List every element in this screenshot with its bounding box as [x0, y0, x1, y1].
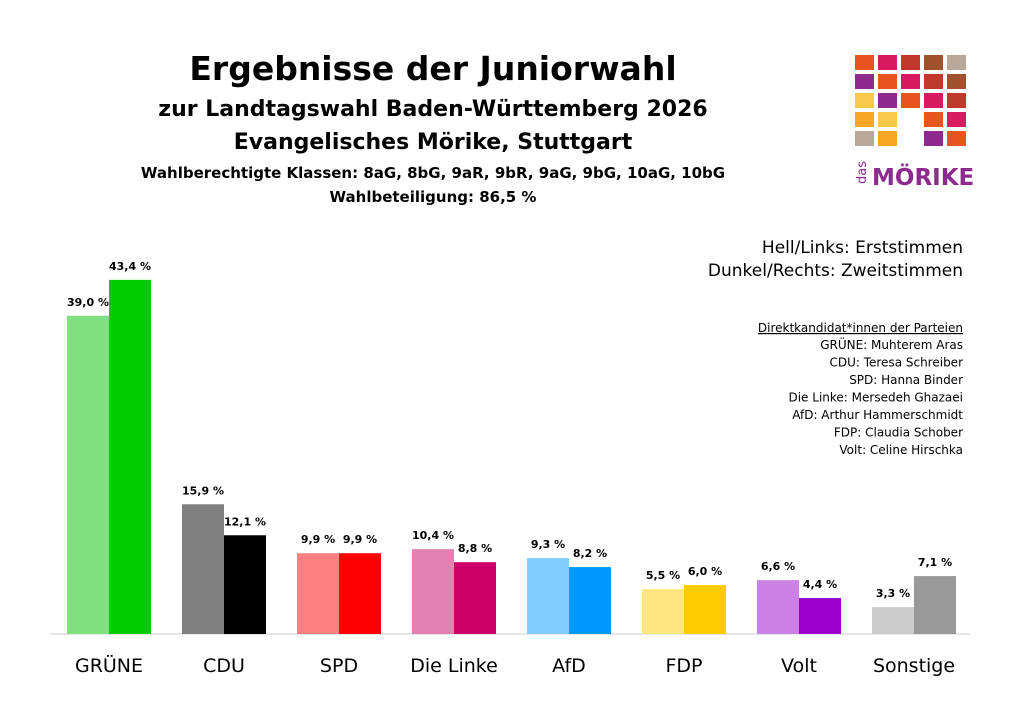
x-tick-label: Die Linke: [410, 655, 498, 677]
logo-square: [901, 74, 920, 89]
logo-square: [855, 131, 874, 146]
value-label: 9,3 %: [531, 538, 565, 551]
value-label: 8,8 %: [458, 542, 492, 555]
bar: [642, 589, 684, 634]
logo-square: [947, 93, 966, 108]
subtitle: Evangelisches Mörike, Stuttgart: [234, 130, 633, 155]
logo-square: [878, 93, 897, 108]
candidates-heading: Direktkandidat*innen der Parteien: [758, 321, 963, 335]
value-label: 4,4 %: [803, 578, 837, 591]
bar: [224, 535, 266, 634]
candidate: AfD: Arthur Hammerschmidt: [792, 408, 963, 422]
candidate: GRÜNE: Muhterem Aras: [820, 336, 963, 352]
candidate: Volt: Celine Hirschka: [839, 443, 963, 457]
subtitle: Wahlbeteiligung: 86,5 %: [330, 188, 537, 206]
candidate: CDU: Teresa Schreiber: [829, 356, 963, 370]
value-label: 12,1 %: [224, 515, 266, 528]
legend-text: Hell/Links: Erststimmen: [762, 238, 963, 258]
value-label: 39,0 %: [67, 296, 109, 309]
bar: [872, 607, 914, 634]
x-tick-label: SPD: [320, 655, 358, 677]
bar: [527, 558, 569, 634]
bar: [339, 553, 381, 634]
bar: [799, 598, 841, 634]
value-label: 6,0 %: [688, 565, 722, 578]
logo-square: [878, 55, 897, 70]
logo-prefix: das: [855, 161, 870, 184]
logo-square: [924, 55, 943, 70]
logo-square: [901, 93, 920, 108]
logo-square: [947, 55, 966, 70]
logo: [855, 55, 966, 146]
candidate: FDP: Claudia Schober: [834, 426, 963, 440]
logo-square: [924, 131, 943, 146]
bar: [297, 553, 339, 634]
value-label: 43,4 %: [109, 260, 151, 273]
value-label: 10,4 %: [412, 529, 454, 542]
logo-square: [924, 93, 943, 108]
logo-square: [878, 74, 897, 89]
logo-square: [924, 112, 943, 127]
bar: [684, 585, 726, 634]
bar: [454, 562, 496, 634]
value-label: 9,9 %: [301, 533, 335, 546]
x-tick-label: FDP: [665, 655, 702, 677]
logo-square: [878, 131, 897, 146]
value-label: 9,9 %: [343, 533, 377, 546]
candidate: Die Linke: Mersedeh Ghazaei: [788, 391, 963, 405]
logo-square: [947, 74, 966, 89]
bar: [67, 315, 109, 634]
bar: [412, 549, 454, 634]
x-tick-label: Sonstige: [873, 655, 955, 677]
logo-square: [924, 74, 943, 89]
chart-title: Ergebnisse der Juniorwahl: [189, 49, 676, 88]
candidate: SPD: Hanna Binder: [849, 373, 963, 387]
logo-square: [855, 112, 874, 127]
legend-text: Dunkel/Rechts: Zweitstimmen: [708, 261, 963, 281]
bar: [569, 567, 611, 634]
logo-square: [947, 112, 966, 127]
bar: [182, 504, 224, 634]
x-tick-label: GRÜNE: [75, 654, 143, 677]
logo-square: [878, 112, 897, 127]
logo-square: [947, 131, 966, 146]
subtitle: Wahlberechtigte Klassen: 8aG, 8bG, 9aR, …: [141, 164, 725, 182]
logo-square: [855, 74, 874, 89]
x-tick-label: Volt: [781, 655, 817, 677]
x-tick-label: AfD: [552, 655, 586, 677]
bar: [757, 580, 799, 634]
value-label: 5,5 %: [646, 569, 680, 582]
logo-square: [855, 55, 874, 70]
bar: [109, 279, 151, 634]
value-label: 15,9 %: [182, 484, 224, 497]
logo-square: [901, 55, 920, 70]
logo-square: [855, 93, 874, 108]
value-label: 3,3 %: [876, 587, 910, 600]
value-label: 8,2 %: [573, 547, 607, 560]
value-label: 7,1 %: [918, 556, 952, 569]
bar: [914, 576, 956, 634]
x-tick-label: CDU: [203, 655, 245, 677]
value-label: 6,6 %: [761, 560, 795, 573]
subtitle: zur Landtagswahl Baden-Württemberg 2026: [158, 97, 707, 122]
logo-name: MÖRIKE: [872, 163, 974, 191]
